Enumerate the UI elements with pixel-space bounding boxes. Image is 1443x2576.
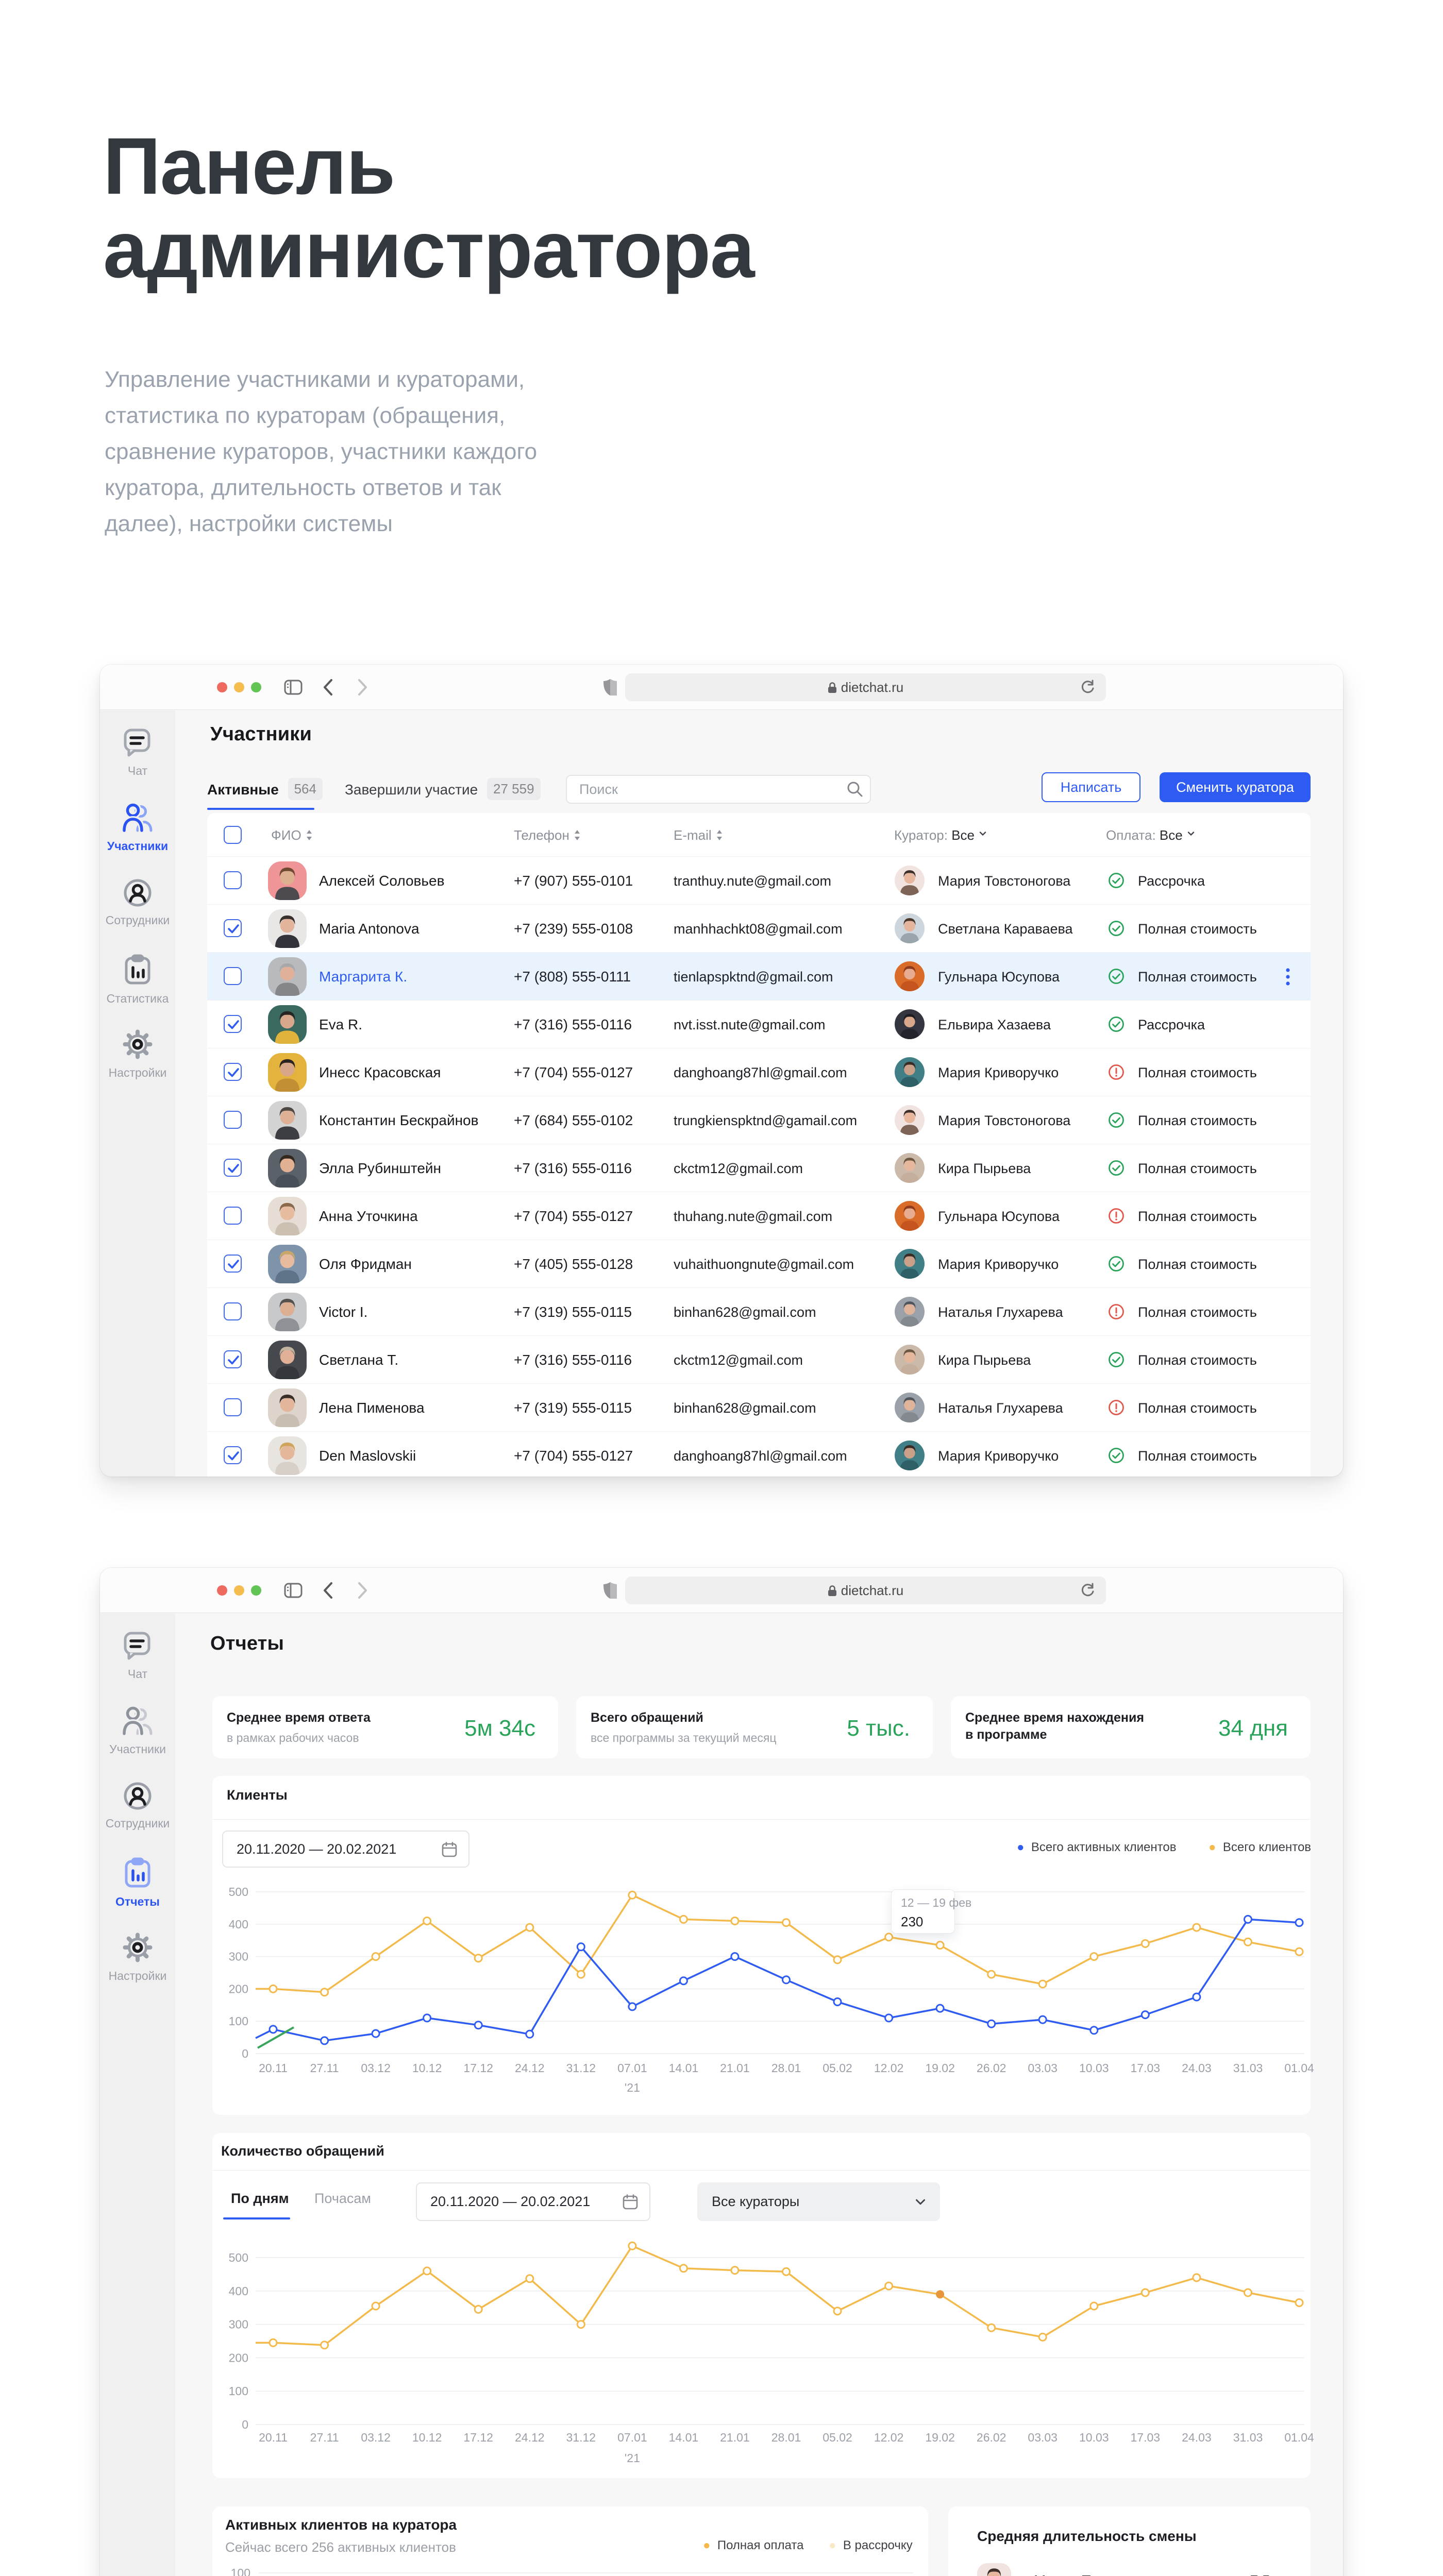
svg-text:24.03: 24.03 <box>1182 2431 1212 2444</box>
svg-text:'21: '21 <box>625 2451 640 2465</box>
svg-text:100: 100 <box>229 2014 248 2028</box>
svg-text:05.02: 05.02 <box>823 2431 852 2444</box>
svg-text:10.12: 10.12 <box>412 2431 442 2444</box>
svg-text:05.02: 05.02 <box>823 2061 852 2075</box>
svg-text:12.02: 12.02 <box>874 2061 904 2075</box>
svg-text:03.12: 03.12 <box>361 2061 391 2075</box>
svg-text:21.01: 21.01 <box>720 2431 750 2444</box>
svg-text:200: 200 <box>229 2351 248 2364</box>
svg-text:31.03: 31.03 <box>1233 2431 1263 2444</box>
svg-text:01.04: 01.04 <box>1284 2061 1314 2075</box>
svg-text:26.02: 26.02 <box>977 2061 1006 2075</box>
svg-text:300: 300 <box>229 2318 248 2331</box>
svg-text:28.01: 28.01 <box>771 2061 801 2075</box>
svg-text:24.03: 24.03 <box>1182 2061 1212 2075</box>
svg-text:400: 400 <box>229 1918 248 1931</box>
svg-text:19.02: 19.02 <box>925 2431 955 2444</box>
svg-text:12.02: 12.02 <box>874 2431 904 2444</box>
svg-text:03.12: 03.12 <box>361 2431 391 2444</box>
svg-text:100: 100 <box>229 2384 248 2398</box>
svg-text:28.01: 28.01 <box>771 2431 801 2444</box>
svg-text:0: 0 <box>242 2047 248 2060</box>
svg-text:27.11: 27.11 <box>310 2061 339 2075</box>
svg-text:31.03: 31.03 <box>1233 2061 1263 2075</box>
svg-text:100: 100 <box>231 2566 250 2576</box>
svg-text:27.11: 27.11 <box>310 2431 339 2444</box>
svg-text:20.11: 20.11 <box>259 2431 288 2444</box>
svg-text:300: 300 <box>229 1950 248 1963</box>
svg-text:17.03: 17.03 <box>1131 2431 1161 2444</box>
svg-text:0: 0 <box>242 2418 248 2431</box>
svg-text:'21: '21 <box>625 2081 640 2094</box>
svg-text:14.01: 14.01 <box>669 2061 699 2075</box>
svg-text:17.12: 17.12 <box>463 2061 493 2075</box>
svg-text:24.12: 24.12 <box>515 2431 545 2444</box>
svg-text:31.12: 31.12 <box>566 2431 596 2444</box>
svg-text:07.01: 07.01 <box>617 2431 647 2444</box>
svg-text:31.12: 31.12 <box>566 2061 596 2075</box>
svg-text:26.02: 26.02 <box>977 2431 1006 2444</box>
svg-text:10.03: 10.03 <box>1079 2061 1109 2075</box>
svg-text:17.12: 17.12 <box>463 2431 493 2444</box>
svg-text:500: 500 <box>229 1885 248 1899</box>
svg-text:10.12: 10.12 <box>412 2061 442 2075</box>
svg-text:17.03: 17.03 <box>1131 2061 1161 2075</box>
svg-text:200: 200 <box>229 1982 248 1995</box>
svg-text:19.02: 19.02 <box>925 2061 955 2075</box>
svg-text:01.04: 01.04 <box>1284 2431 1314 2444</box>
svg-text:03.03: 03.03 <box>1028 2061 1058 2075</box>
svg-text:24.12: 24.12 <box>515 2061 545 2075</box>
svg-text:10.03: 10.03 <box>1079 2431 1109 2444</box>
svg-text:07.01: 07.01 <box>617 2061 647 2075</box>
svg-text:21.01: 21.01 <box>720 2061 750 2075</box>
svg-text:500: 500 <box>229 2251 248 2264</box>
svg-text:03.03: 03.03 <box>1028 2431 1058 2444</box>
svg-text:20.11: 20.11 <box>259 2061 288 2075</box>
svg-text:400: 400 <box>229 2284 248 2298</box>
svg-text:14.01: 14.01 <box>669 2431 699 2444</box>
